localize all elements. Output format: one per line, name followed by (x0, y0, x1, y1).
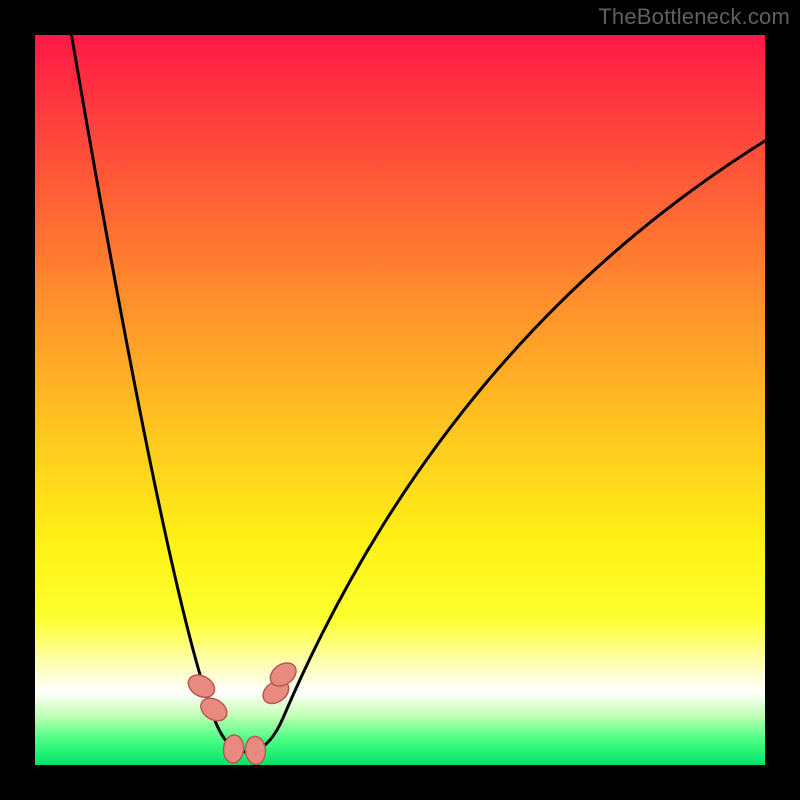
plot-area (35, 35, 765, 765)
curve-left (72, 35, 247, 752)
marker-1 (197, 694, 231, 726)
chart-overlay (35, 35, 765, 765)
outer-frame: TheBottleneck.com (0, 0, 800, 800)
curve-right (247, 141, 765, 752)
marker-3 (244, 736, 266, 765)
attribution-text: TheBottleneck.com (598, 4, 790, 30)
marker-0 (184, 670, 218, 701)
